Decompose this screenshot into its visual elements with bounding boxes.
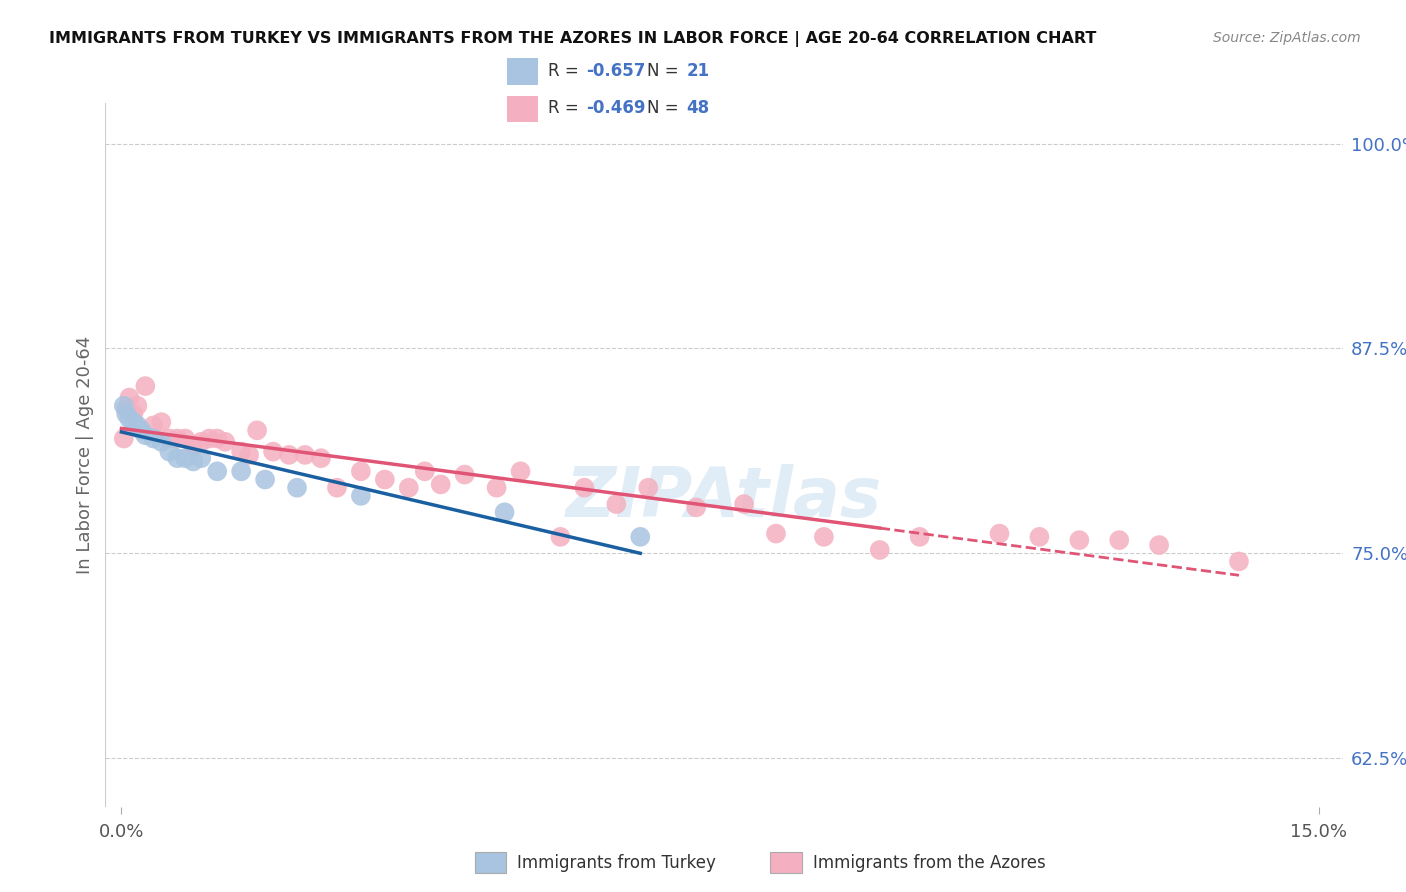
Point [142,432,165,446]
Point [869,543,891,558]
Point [246,423,269,437]
Point [157,444,180,458]
Point [574,481,596,495]
Point [166,451,188,466]
Point [309,451,332,466]
Point [1028,530,1050,544]
Point [413,464,436,478]
Text: IMMIGRANTS FROM TURKEY VS IMMIGRANTS FROM THE AZORES IN LABOR FORCE | AGE 20-64 : IMMIGRANTS FROM TURKEY VS IMMIGRANTS FRO… [49,31,1097,47]
Text: 21: 21 [686,62,709,80]
Point [733,497,755,511]
Point [190,451,212,466]
Point [485,481,508,495]
Point [214,434,236,449]
Point [166,432,188,446]
Point [326,481,349,495]
Point [190,434,212,449]
Point [429,477,451,491]
Point [115,407,138,421]
Point [1147,538,1170,552]
Point [605,497,627,511]
Point [813,530,835,544]
Point [294,448,316,462]
Point [127,399,149,413]
Text: Immigrants from the Azores: Immigrants from the Azores [813,854,1046,871]
Point [134,428,156,442]
FancyBboxPatch shape [475,852,506,873]
Point [988,526,1011,541]
Point [122,407,145,421]
Point [285,481,308,495]
Text: R =: R = [548,62,585,80]
Point [157,432,180,446]
Point [238,448,260,462]
Text: N =: N = [647,99,683,117]
Text: N =: N = [647,62,683,80]
Point [254,473,277,487]
Point [112,432,135,446]
Point [231,444,253,458]
Point [278,448,301,462]
Point [231,464,253,478]
Point [205,432,228,446]
Point [174,432,197,446]
Point [374,473,396,487]
Text: -0.469: -0.469 [586,99,645,117]
Point [134,379,156,393]
Point [181,440,204,454]
Point [350,464,373,478]
Point [1069,533,1091,548]
Point [453,467,475,482]
FancyBboxPatch shape [506,95,538,122]
Point [637,481,659,495]
Y-axis label: In Labor Force | Age 20-64: In Labor Force | Age 20-64 [76,335,94,574]
Point [628,530,651,544]
Point [398,481,420,495]
Text: Source: ZipAtlas.com: Source: ZipAtlas.com [1213,31,1361,45]
Point [118,412,141,426]
Point [262,444,284,458]
Point [765,526,787,541]
Point [181,454,204,468]
Point [150,415,173,429]
Point [150,434,173,449]
FancyBboxPatch shape [506,58,538,85]
Point [550,530,572,544]
Point [350,489,373,503]
Point [1227,554,1250,568]
Point [205,464,228,478]
Point [142,418,165,433]
Point [685,500,707,515]
Point [122,415,145,429]
Point [509,464,531,478]
Point [494,505,516,519]
Point [131,423,153,437]
Text: -0.657: -0.657 [586,62,645,80]
Text: 48: 48 [686,99,709,117]
Point [908,530,931,544]
Point [127,418,149,433]
Point [112,399,135,413]
Text: Immigrants from Turkey: Immigrants from Turkey [517,854,716,871]
Point [115,402,138,417]
Point [118,391,141,405]
Text: ZIPAtlas: ZIPAtlas [567,464,882,531]
Text: R =: R = [548,99,585,117]
Point [174,451,197,466]
FancyBboxPatch shape [770,852,801,873]
Point [1108,533,1130,548]
Point [198,432,221,446]
